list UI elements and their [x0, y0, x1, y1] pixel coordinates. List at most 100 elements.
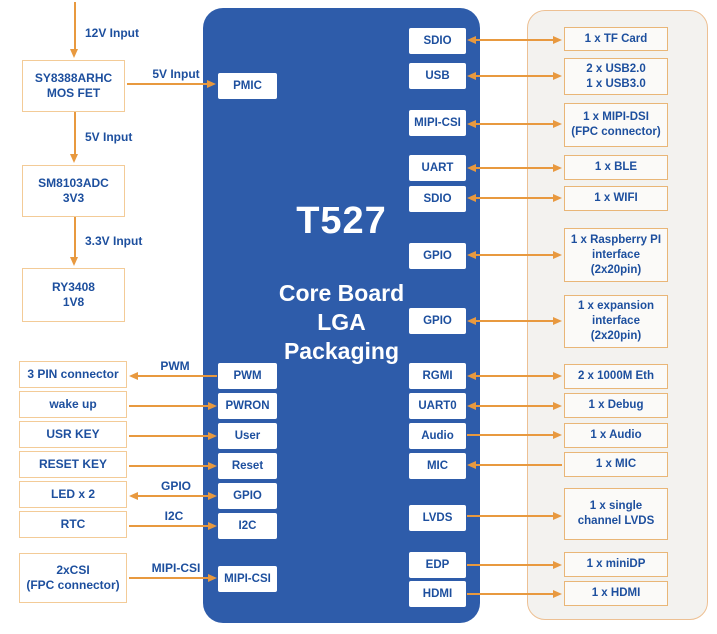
- power-node-sy8388arhc-label: SY8388ARHC: [34, 71, 113, 85]
- board-port-pwron-label: PWRON: [225, 400, 270, 412]
- board-port-pmic-label: PMIC: [233, 80, 262, 92]
- power-arrow-1-arrowhead-down: [70, 154, 78, 163]
- board-port-hdmi: HDMI: [409, 581, 466, 607]
- board-port-sdio-label: SDIO: [423, 193, 452, 205]
- board-subtitle-line: Packaging: [283, 338, 400, 364]
- board-port-mipi-csi-label: MIPI-CSI: [414, 117, 461, 129]
- board-port-pwron: PWRON: [218, 393, 277, 419]
- board-port-sdio: SDIO: [409, 186, 466, 212]
- peripheral-1-x-raspberry-pi-interface-2x20pin-label: (2x20pin): [590, 263, 642, 276]
- board-port-reset-label: Reset: [231, 460, 264, 472]
- peripheral-1-x-debug-label: 1 x Debug: [588, 399, 644, 411]
- board-port-rgmi: RGMI: [409, 363, 466, 389]
- pmic-link-line: [127, 83, 209, 85]
- left-conn-5-arrowhead-right: [208, 521, 217, 530]
- right-conn-0-arrowhead-left: [467, 35, 476, 44]
- board-port-uart0-label: UART0: [418, 400, 457, 412]
- board-port-mipi-csi: MIPI-CSI: [218, 566, 277, 592]
- device-2xcsi-label: (FPC connector): [26, 578, 120, 592]
- device-wake-up-label: wake up: [49, 397, 97, 411]
- right-conn-7-arrowhead-left: [467, 371, 476, 380]
- power-arrow-label-1: 5V Input: [85, 130, 133, 144]
- peripheral-1-x-raspberry-pi-interface-2x20pin-label: interface: [592, 248, 640, 261]
- board-port-audio-label: Audio: [421, 430, 454, 442]
- left-conn-4-arrowhead-right: [208, 491, 217, 500]
- peripheral-1-x-mipi-dsi-fpc-connector: 1 x MIPI-DSI (FPC connector): [564, 103, 668, 147]
- right-conn-13-line: [467, 593, 555, 595]
- board-port-pmic: PMIC: [218, 73, 277, 99]
- power-node-ry3408-label: 1V8: [62, 295, 85, 309]
- board-port-gpio-label: GPIO: [233, 490, 262, 502]
- left-conn-3-arrowhead-right: [208, 461, 217, 470]
- peripheral-1-x-expansion-interface-2x20pin-label: interface: [592, 315, 640, 327]
- right-conn-1-arrowhead-left: [467, 71, 476, 80]
- device-led-x-2-label: LED x 2: [50, 487, 95, 501]
- right-conn-4-arrowhead-right: [553, 193, 562, 202]
- board-subtitle: Core Board LGA Packaging: [203, 279, 480, 366]
- board-port-sdio: SDIO: [409, 28, 466, 54]
- board-port-usb-label: USB: [425, 70, 450, 82]
- peripheral-1-x-expansion-interface-2x20pin-label: 1 x expansion: [577, 300, 655, 312]
- board-port-gpio-label: GPIO: [423, 315, 452, 327]
- peripheral-1-x-single-channel-lvds-label: channel LVDS: [577, 515, 655, 527]
- board-port-lvds: LVDS: [409, 505, 466, 531]
- board-subtitle-line: Core Board: [278, 280, 405, 306]
- right-conn-8-arrowhead-right: [553, 401, 562, 410]
- board-port-mic-label: MIC: [426, 460, 449, 472]
- board-port-uart: UART: [409, 155, 466, 181]
- right-conn-10-arrowhead-left: [467, 460, 476, 469]
- right-conn-5-arrowhead-right: [553, 250, 562, 259]
- right-conn-0-arrowhead-right: [553, 35, 562, 44]
- peripheral-1-x-raspberry-pi-interface-2x20pin-label: 1 x Raspberry PI: [570, 233, 662, 246]
- right-conn-11-arrowhead-right: [553, 511, 562, 520]
- peripheral-1-x-ble: 1 x BLE: [564, 155, 668, 180]
- device-reset-key: RESET KEY: [19, 451, 127, 478]
- device-led-x-2: LED x 2: [19, 481, 127, 508]
- peripheral-2-x-usb2-0-1-x-usb3-0-label: 2 x USB2.0: [586, 62, 646, 75]
- right-conn-2-line: [474, 123, 555, 125]
- left-conn-label-gpio: GPIO: [160, 479, 192, 493]
- power-arrow-label-0: 12V Input: [85, 26, 140, 40]
- board-port-pwm: PWM: [218, 363, 277, 389]
- peripheral-2-x-usb2-0-1-x-usb3-0: 2 x USB2.0 1 x USB3.0: [564, 58, 668, 95]
- left-conn-2-line: [129, 435, 210, 437]
- peripheral-1-x-mipi-dsi-fpc-connector-label: (FPC connector): [571, 126, 661, 138]
- device-reset-key-label: RESET KEY: [38, 457, 107, 471]
- board-port-edp-label: EDP: [425, 559, 450, 571]
- board-port-sdio-label: SDIO: [423, 35, 452, 47]
- right-conn-13-arrowhead-right: [553, 589, 562, 598]
- left-conn-0-arrowhead-left: [129, 371, 138, 380]
- peripheral-1-x-tf-card: 1 x TF Card: [564, 27, 668, 51]
- left-conn-6-line: [129, 577, 210, 579]
- right-conn-8-line: [474, 405, 555, 407]
- board-port-hdmi-label: HDMI: [422, 588, 453, 600]
- peripheral-1-x-tf-card-label: 1 x TF Card: [584, 32, 648, 45]
- right-conn-9-arrowhead-right: [553, 430, 562, 439]
- peripheral-1-x-mic: 1 x MIC: [564, 452, 668, 477]
- right-conn-12-line: [467, 564, 555, 566]
- left-conn-label-mipi-csi: MIPI-CSI: [151, 561, 201, 575]
- right-conn-6-arrowhead-right: [553, 316, 562, 325]
- board-port-usb: USB: [409, 63, 466, 89]
- power-node-sm8103adc: SM8103ADC 3V3: [22, 165, 125, 217]
- power-arrow-2-arrowhead-down: [70, 257, 78, 266]
- board-port-user-label: User: [234, 430, 261, 442]
- power-arrow-2-line: [74, 217, 76, 258]
- board-port-audio: Audio: [409, 423, 466, 449]
- left-conn-label-pwm: PWM: [160, 359, 190, 373]
- power-node-ry3408: RY3408 1V8: [22, 268, 125, 322]
- power-node-sm8103adc-label: 3V3: [62, 191, 85, 205]
- board-port-user: User: [218, 423, 277, 449]
- power-node-sm8103adc-label: SM8103ADC: [38, 176, 109, 190]
- peripheral-1-x-single-channel-lvds-label: 1 x single: [589, 500, 643, 512]
- power-node-sy8388arhc-label: MOS FET: [46, 86, 101, 100]
- device-2xcsi: 2xCSI (FPC connector): [19, 553, 127, 603]
- left-conn-1-line: [129, 405, 210, 407]
- peripheral-2-x-1000m-eth: 2 x 1000M Eth: [564, 364, 668, 389]
- right-conn-11-line: [467, 515, 555, 517]
- peripheral-2-x-usb2-0-1-x-usb3-0-label: 1 x USB3.0: [586, 77, 646, 90]
- board-port-mipi-csi-label: MIPI-CSI: [224, 573, 271, 585]
- board-port-rgmi-label: RGMI: [422, 370, 453, 382]
- left-conn-5-line: [129, 525, 210, 527]
